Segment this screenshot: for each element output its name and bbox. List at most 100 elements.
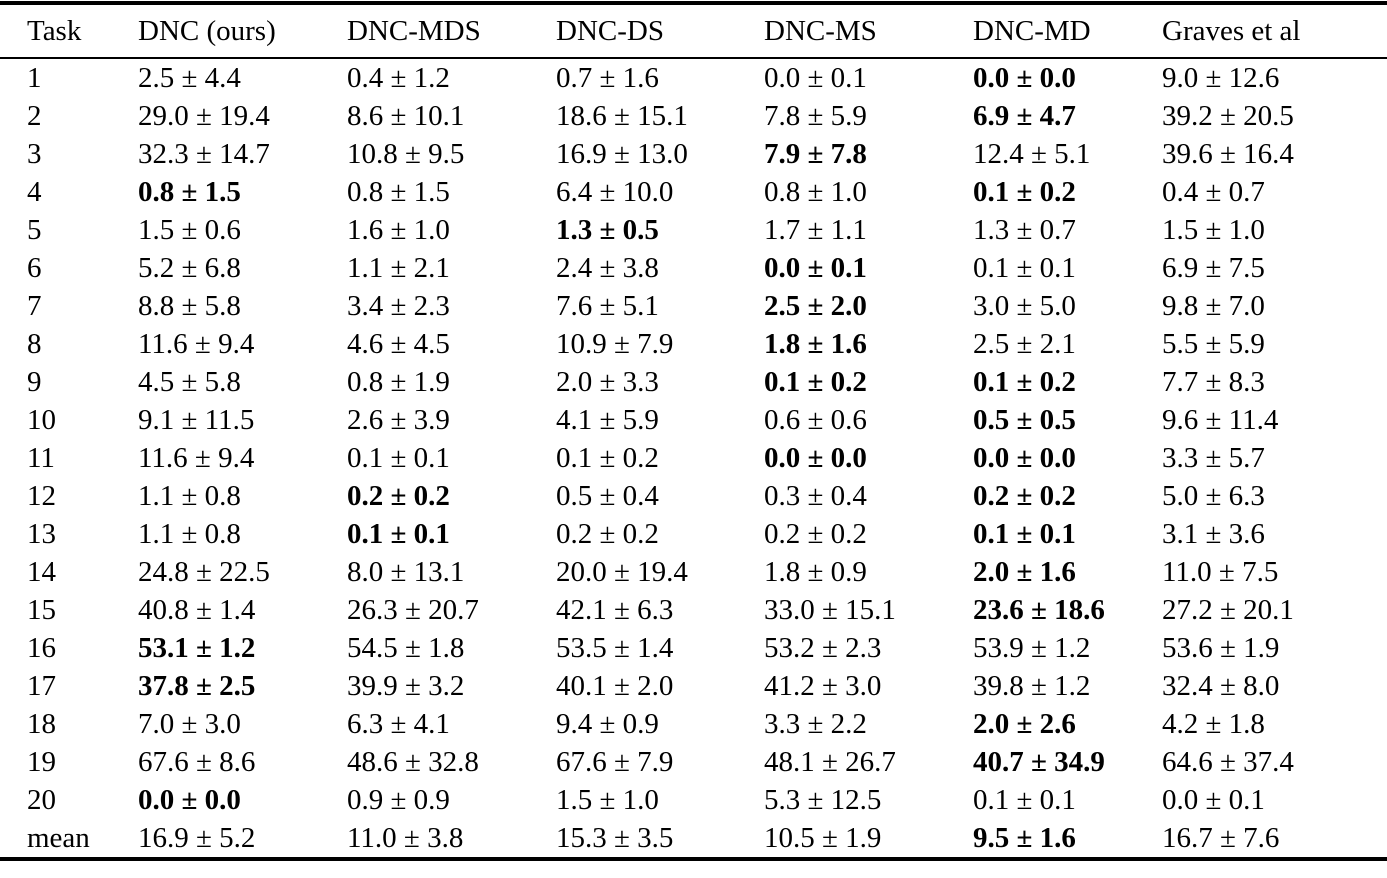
value-cell: 53.2 ± 2.3 (764, 631, 882, 664)
value-cell: 5.0 ± 6.3 (1162, 479, 1265, 512)
value-cell: 0.2 ± 0.2 (347, 479, 450, 512)
task-cell: 9 (27, 365, 42, 398)
value-cell: 9.4 ± 0.9 (556, 707, 659, 740)
value-cell: 8.6 ± 10.1 (347, 99, 465, 132)
value-cell: 41.2 ± 3.0 (764, 669, 882, 702)
value-cell: 48.6 ± 32.8 (347, 745, 479, 778)
value-cell: 2.4 ± 3.8 (556, 251, 659, 284)
value-cell: 23.6 ± 18.6 (973, 593, 1105, 626)
value-cell: 0.0 ± 0.0 (973, 441, 1076, 474)
table-row: 7 8.8 ± 5.8 3.4 ± 2.3 7.6 ± 5.1 2.5 ± 2.0 3.0… (0, 287, 1387, 325)
table-row: 6 5.2 ± 6.8 1.1 ± 2.1 2.4 ± 3.8 0.0 ± 0.1 0.1… (0, 249, 1387, 287)
value-cell: 0.8 ± 1.5 (138, 175, 241, 208)
table-body: 1 2.5 ± 4.4 0.4 ± 1.2 0.7 ± 1.6 0.0 ± 0.1 0.0… (0, 58, 1387, 859)
value-cell: 8.0 ± 13.1 (347, 555, 465, 588)
value-cell: 15.3 ± 3.5 (556, 821, 674, 854)
value-cell: 3.1 ± 3.6 (1162, 517, 1265, 550)
value-cell: 4.5 ± 5.8 (138, 365, 241, 398)
task-cell: 4 (27, 175, 42, 208)
column-header: DNC-DS (556, 3, 764, 59)
value-cell: 0.2 ± 0.2 (556, 517, 659, 550)
value-cell: 7.9 ± 7.8 (764, 137, 867, 170)
value-cell: 3.3 ± 2.2 (764, 707, 867, 740)
value-cell: 0.1 ± 0.1 (973, 517, 1076, 550)
value-cell: 16.9 ± 13.0 (556, 137, 688, 170)
value-cell: 0.1 ± 0.2 (973, 175, 1076, 208)
value-cell: 7.7 ± 8.3 (1162, 365, 1265, 398)
task-cell: mean (27, 821, 90, 854)
table-row: 18 7.0 ± 3.0 6.3 ± 4.1 9.4 ± 0.9 3.3 ± 2.2 2.… (0, 705, 1387, 743)
value-cell: 9.0 ± 12.6 (1162, 61, 1280, 94)
value-cell: 6.3 ± 4.1 (347, 707, 450, 740)
table-row: 19 67.6 ± 8.6 48.6 ± 32.8 67.6 ± 7.9 48.1 ± … (0, 743, 1387, 781)
task-cell: 19 (27, 745, 56, 778)
value-cell: 27.2 ± 20.1 (1162, 593, 1294, 626)
value-cell: 1.5 ± 0.6 (138, 213, 241, 246)
task-cell: 13 (27, 517, 56, 550)
value-cell: 0.0 ± 0.0 (138, 783, 241, 816)
value-cell: 11.0 ± 7.5 (1162, 555, 1279, 588)
value-cell: 64.6 ± 37.4 (1162, 745, 1294, 778)
value-cell: 0.1 ± 0.2 (973, 365, 1076, 398)
value-cell: 1.5 ± 1.0 (1162, 213, 1265, 246)
value-cell: 0.1 ± 0.2 (556, 441, 659, 474)
value-cell: 39.8 ± 1.2 (973, 669, 1091, 702)
value-cell: 0.7 ± 1.6 (556, 61, 659, 94)
value-cell: 32.3 ± 14.7 (138, 137, 270, 170)
value-cell: 1.7 ± 1.1 (764, 213, 867, 246)
value-cell: 7.8 ± 5.9 (764, 99, 867, 132)
value-cell: 10.5 ± 1.9 (764, 821, 882, 854)
task-cell: 10 (27, 403, 56, 436)
value-cell: 9.6 ± 11.4 (1162, 403, 1279, 436)
value-cell: 9.1 ± 11.5 (138, 403, 255, 436)
value-cell: 24.8 ± 22.5 (138, 555, 270, 588)
table-row: 3 32.3 ± 14.7 10.8 ± 9.5 16.9 ± 13.0 7.9 ± 7… (0, 135, 1387, 173)
header-row: Task DNC (ours) DNC-MDS DNC-DS DNC-MS DNC-MD G… (0, 3, 1387, 59)
value-cell: 20.0 ± 19.4 (556, 555, 688, 588)
value-cell: 53.9 ± 1.2 (973, 631, 1091, 664)
table-row: 11 11.6 ± 9.4 0.1 ± 0.1 0.1 ± 0.2 0.0 ± 0.0 0… (0, 439, 1387, 477)
value-cell: 7.6 ± 5.1 (556, 289, 659, 322)
value-cell: 0.1 ± 0.1 (347, 517, 450, 550)
table-row: 20 0.0 ± 0.0 0.9 ± 0.9 1.5 ± 1.0 5.3 ± 12.5 0… (0, 781, 1387, 819)
table-row: 17 37.8 ± 2.5 39.9 ± 3.2 40.1 ± 2.0 41.2 ± 3… (0, 667, 1387, 705)
task-cell: 7 (27, 289, 42, 322)
value-cell: 0.5 ± 0.5 (973, 403, 1076, 436)
value-cell: 4.1 ± 5.9 (556, 403, 659, 436)
value-cell: 1.1 ± 2.1 (347, 251, 450, 284)
value-cell: 10.9 ± 7.9 (556, 327, 674, 360)
value-cell: 37.8 ± 2.5 (138, 669, 256, 702)
value-cell: 3.4 ± 2.3 (347, 289, 450, 322)
value-cell: 6.9 ± 4.7 (973, 99, 1076, 132)
task-cell: 20 (27, 783, 56, 816)
value-cell: 5.5 ± 5.9 (1162, 327, 1265, 360)
column-header: DNC (ours) (138, 3, 347, 59)
task-cell: 3 (27, 137, 42, 170)
value-cell: 53.5 ± 1.4 (556, 631, 674, 664)
table-row: 5 1.5 ± 0.6 1.6 ± 1.0 1.3 ± 0.5 1.7 ± 1.1 1.3… (0, 211, 1387, 249)
value-cell: 0.4 ± 1.2 (347, 61, 450, 94)
value-cell: 0.1 ± 0.1 (973, 251, 1076, 284)
value-cell: 0.0 ± 0.1 (764, 251, 867, 284)
column-header-task: Task (0, 3, 138, 59)
value-cell: 1.3 ± 0.5 (556, 213, 659, 246)
table-row: 2 29.0 ± 19.4 8.6 ± 10.1 18.6 ± 15.1 7.8 ± 5… (0, 97, 1387, 135)
value-cell: 1.5 ± 1.0 (556, 783, 659, 816)
value-cell: 42.1 ± 6.3 (556, 593, 674, 626)
table-row: 16 53.1 ± 1.2 54.5 ± 1.8 53.5 ± 1.4 53.2 ± 2… (0, 629, 1387, 667)
table-header: Task DNC (ours) DNC-MDS DNC-DS DNC-MS DNC-MD G… (0, 3, 1387, 59)
table-row: 12 1.1 ± 0.8 0.2 ± 0.2 0.5 ± 0.4 0.3 ± 0.4 0.… (0, 477, 1387, 515)
value-cell: 40.7 ± 34.9 (973, 745, 1105, 778)
value-cell: 0.5 ± 0.4 (556, 479, 659, 512)
value-cell: 0.1 ± 0.2 (764, 365, 867, 398)
value-cell: 16.9 ± 5.2 (138, 821, 256, 854)
value-cell: 2.6 ± 3.9 (347, 403, 450, 436)
value-cell: 0.3 ± 0.4 (764, 479, 867, 512)
value-cell: 2.5 ± 4.4 (138, 61, 241, 94)
value-cell: 8.8 ± 5.8 (138, 289, 241, 322)
value-cell: 0.0 ± 0.1 (764, 61, 867, 94)
table-row: 14 24.8 ± 22.5 8.0 ± 13.1 20.0 ± 19.4 1.8 ± … (0, 553, 1387, 591)
value-cell: 11.0 ± 3.8 (347, 821, 464, 854)
task-cell: 5 (27, 213, 42, 246)
